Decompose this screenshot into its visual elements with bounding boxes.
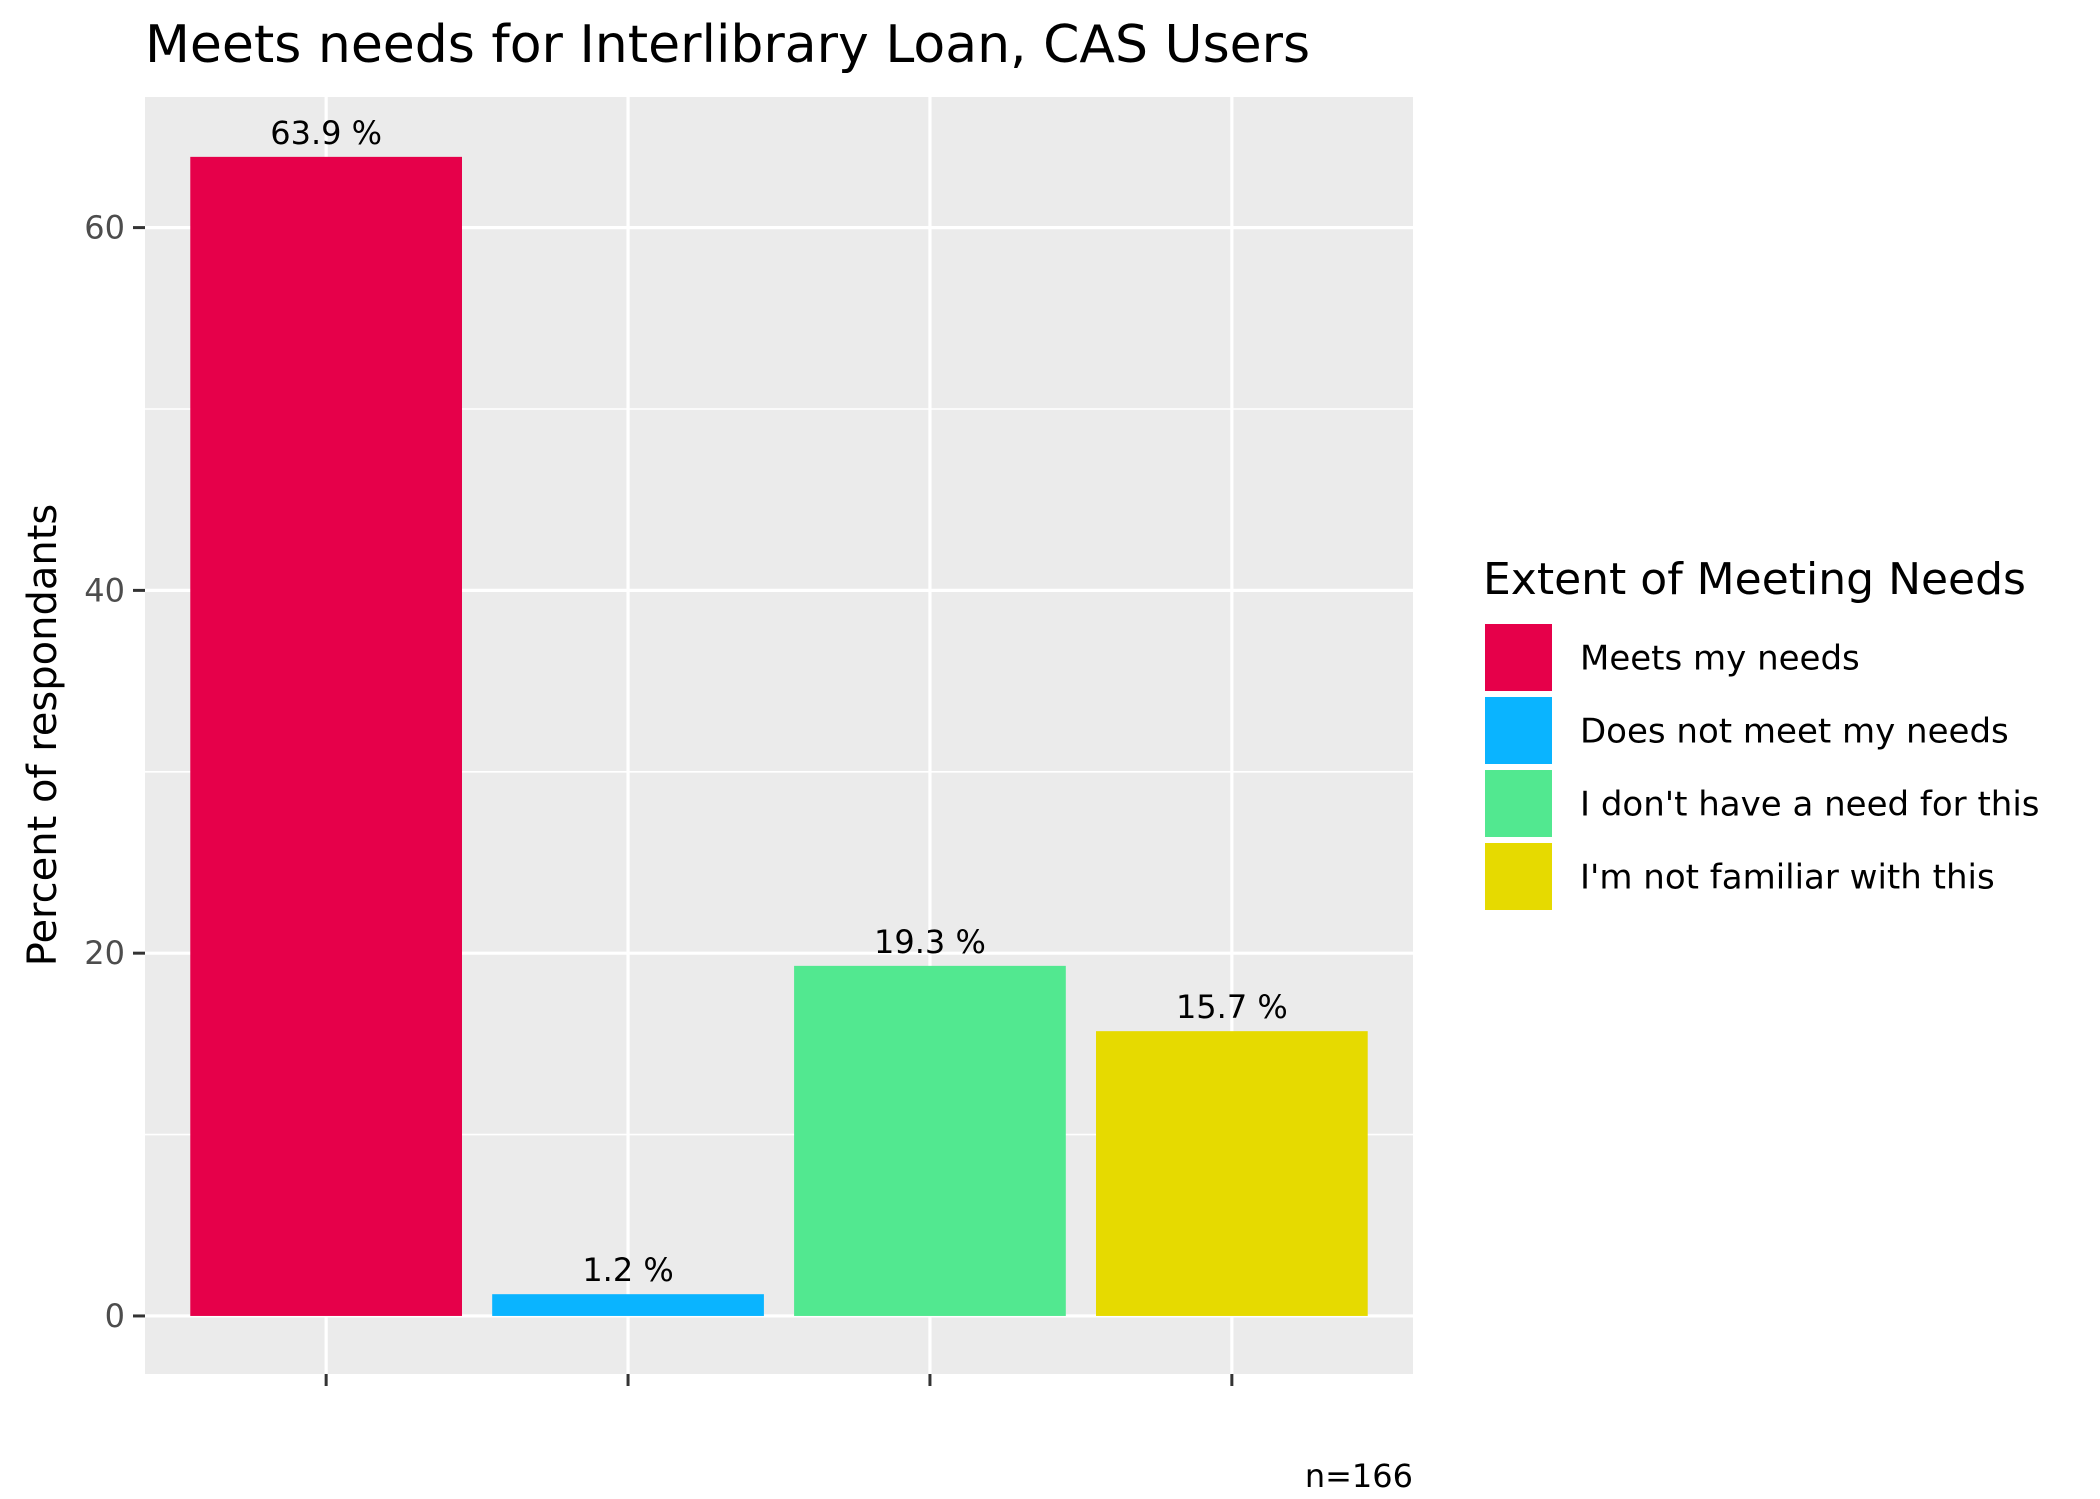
legend: Meets my needs Does not meet my needs I do…	[1483, 622, 2040, 912]
bar-value-label: 63.9 %	[270, 114, 382, 152]
bar	[1096, 1031, 1368, 1316]
bars: 63.9 % 1.2 % 19.3 % 15.7 %	[190, 114, 1368, 1316]
y-axis: 0 20 40 60	[84, 209, 145, 1335]
bar-value-label: 15.7 %	[1176, 988, 1288, 1026]
x-axis	[324, 1374, 1234, 1386]
y-tick-label: 60	[84, 209, 125, 247]
y-tick-label: 40	[84, 571, 125, 609]
legend-swatch	[1483, 841, 1554, 912]
bar	[190, 156, 463, 1316]
y-tick-label: 0	[105, 1297, 125, 1335]
sample-size-caption: n=166	[1305, 1457, 1413, 1495]
legend-title: Extent of Meeting Needs	[1483, 554, 2026, 605]
bar	[794, 965, 1066, 1316]
legend-swatch	[1483, 622, 1554, 693]
legend-label: I don't have a need for this	[1580, 785, 2040, 825]
legend-swatch	[1483, 768, 1554, 839]
y-tick-label: 20	[84, 934, 125, 972]
bar	[492, 1294, 764, 1316]
bar-value-label: 1.2 %	[582, 1251, 673, 1289]
legend-swatch	[1483, 695, 1554, 766]
legend-label: Does not meet my needs	[1580, 712, 2009, 752]
legend-label: Meets my needs	[1580, 639, 1860, 679]
y-axis-title: Percent of respondants	[20, 504, 66, 967]
bar-value-label: 19.3 %	[874, 923, 986, 961]
chart-title: Meets needs for Interlibrary Loan, CAS U…	[145, 15, 1310, 75]
legend-label: I'm not familiar with this	[1580, 858, 1995, 898]
